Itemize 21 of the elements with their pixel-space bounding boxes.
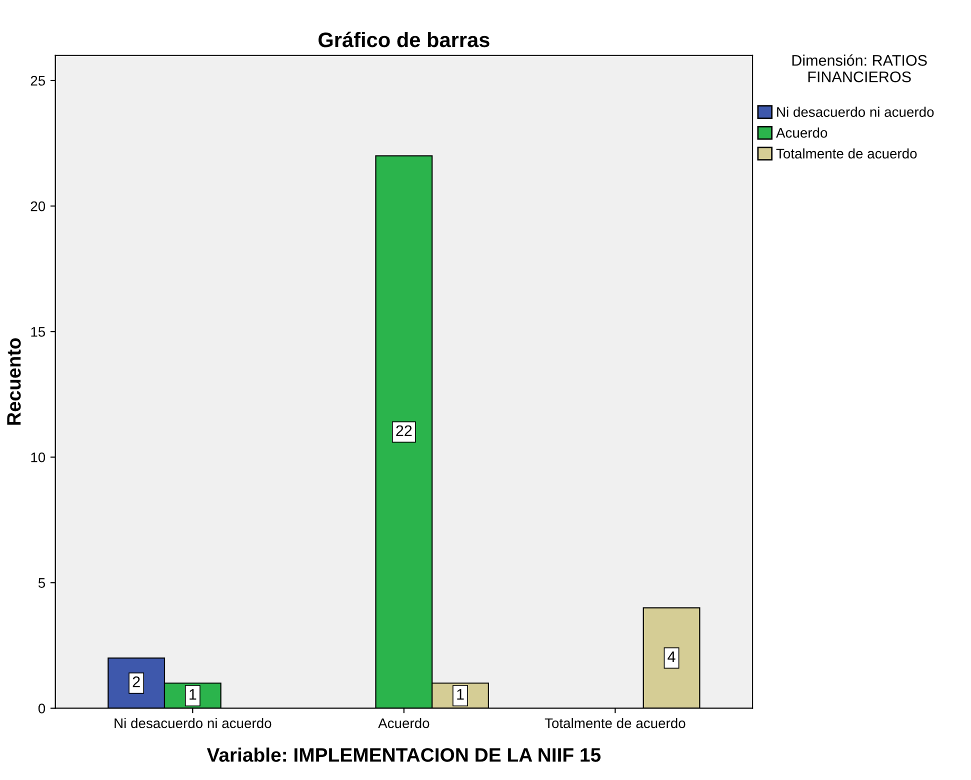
data-label: 4 [668,651,676,662]
y-tick-label: 0 [38,704,46,714]
y-tick-label: 10 [31,452,46,462]
x-tick-label: Totalmente de acuerdo [544,718,686,728]
legend-label: Ni desacuerdo ni acuerdo [777,106,934,117]
y-tick-label: 15 [31,327,46,337]
x-axis-title: Variable: IMPLEMENTACION DE LA NIIF 15 [206,748,601,762]
legend-label: Acuerdo [776,128,828,138]
data-label: 2 [132,676,140,688]
y-axis-title: Recuento [7,338,21,425]
y-tick-label: 25 [30,76,46,86]
y-tick-label: 20 [30,201,46,212]
x-tick-label: Ni desacuerdo ni acuerdo [114,718,272,728]
legend-title: Dimensión: RATIOS FINANCIEROS [792,54,927,82]
x-tick-label: Acuerdo [378,718,430,728]
chart-title: Gráfico de barras [318,32,490,48]
data-label: 1 [457,689,464,700]
data-label: 1 [190,689,196,700]
y-tick-label: 5 [38,578,46,588]
legend-label: Totalmente de acuerdo [776,148,917,159]
data-label: 22 [396,425,412,436]
